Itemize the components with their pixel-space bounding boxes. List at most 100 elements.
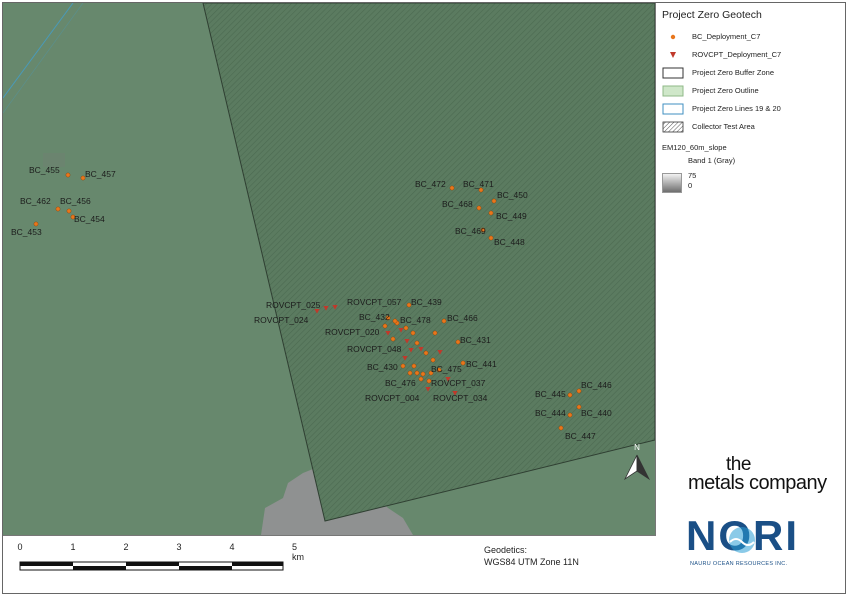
bc-deployment-marker[interactable]: [410, 330, 416, 336]
bc-deployment-marker[interactable]: [491, 198, 497, 204]
bc-deployment-marker[interactable]: [449, 185, 455, 191]
bc-deployment-marker[interactable]: [488, 235, 494, 241]
station-label-bc-466: BC_466: [447, 313, 478, 323]
rovcpt-deployment-marker[interactable]: [398, 328, 404, 333]
triangle-marker-icon: [670, 52, 676, 58]
rovcpt-deployment-marker[interactable]: [408, 348, 414, 353]
scale-label-4: 4: [229, 542, 235, 552]
rovcpt-deployment-marker[interactable]: [437, 350, 443, 355]
metals-company-logo: the metals company: [684, 454, 844, 509]
legend-item-rovcpt-deployment: ROVCPT_Deployment_C7: [662, 49, 842, 63]
station-label-bc-456: BC_456: [60, 196, 91, 206]
raster-band-label: Band 1 (Gray): [688, 156, 736, 165]
station-label-rovcpt-024: ROVCPT_024: [254, 315, 309, 325]
legend-item-collector-test-area: Collector Test Area: [662, 121, 842, 135]
outline-square-icon: [662, 67, 684, 79]
bc-deployment-marker[interactable]: [567, 392, 573, 398]
bc-deployment-marker[interactable]: [558, 425, 564, 431]
station-label-bc-450: BC_450: [497, 190, 528, 200]
station-label-bc-441: BC_441: [466, 359, 497, 369]
bc-deployment-marker[interactable]: [430, 357, 436, 363]
logo-text-the: the: [726, 454, 751, 475]
bc-deployment-marker[interactable]: [567, 412, 573, 418]
bc-deployment-marker[interactable]: [488, 210, 494, 216]
bc-deployment-marker[interactable]: [80, 175, 86, 181]
station-label-bc-468: BC_468: [442, 199, 473, 209]
bc-deployment-marker[interactable]: [478, 187, 484, 193]
station-label-bc-454: BC_454: [74, 214, 105, 224]
bc-deployment-marker[interactable]: [382, 323, 388, 329]
bc-deployment-marker[interactable]: [418, 376, 424, 382]
logo-text-metals-company: metals company: [688, 472, 827, 494]
rovcpt-deployment-marker[interactable]: [385, 331, 391, 336]
scale-label-3: 3: [176, 542, 182, 552]
bc-deployment-marker[interactable]: [414, 370, 420, 376]
bc-deployment-marker[interactable]: [400, 363, 406, 369]
bc-deployment-marker[interactable]: [576, 388, 582, 394]
rovcpt-deployment-marker[interactable]: [404, 339, 410, 344]
station-label-bc-476: BC_476: [385, 378, 416, 388]
geodetics-crs: WGS84 UTM Zone 11N: [484, 557, 579, 567]
bc-deployment-marker[interactable]: [476, 205, 482, 211]
bc-deployment-marker[interactable]: [420, 371, 426, 377]
bc-deployment-marker[interactable]: [411, 363, 417, 369]
station-label-bc-444: BC_444: [535, 408, 566, 418]
legend-item-label: Project Zero Outline: [692, 86, 759, 95]
scale-label-1: 1: [70, 542, 76, 552]
bc-deployment-marker[interactable]: [432, 330, 438, 336]
station-label-bc-469: BC_469: [455, 226, 486, 236]
legend-item-outline: Project Zero Outline: [662, 85, 842, 99]
geodetics-block: Geodetics: WGS84 UTM Zone 11N: [484, 544, 579, 568]
deployment-markers: [33, 172, 582, 431]
bc-deployment-marker[interactable]: [460, 360, 466, 366]
rovcpt-deployment-marker[interactable]: [445, 377, 451, 382]
project-zero-lines: [3, 3, 84, 114]
bc-deployment-marker[interactable]: [406, 302, 412, 308]
station-label-bc-432: BC_432: [359, 312, 390, 322]
legend-item-label: ROVCPT_Deployment_C7: [692, 50, 782, 59]
bc-deployment-marker[interactable]: [426, 378, 432, 384]
bc-deployment-marker[interactable]: [392, 318, 398, 324]
bc-deployment-marker[interactable]: [441, 318, 447, 324]
bc-deployment-marker[interactable]: [33, 221, 39, 227]
bc-deployment-marker[interactable]: [576, 404, 582, 410]
bc-deployment-marker[interactable]: [65, 172, 71, 178]
rovcpt-deployment-marker[interactable]: [402, 356, 408, 361]
rovcpt-deployment-marker[interactable]: [418, 347, 424, 352]
bc-deployment-marker[interactable]: [428, 370, 434, 376]
bc-deployment-marker[interactable]: [423, 350, 429, 356]
scale-label-0: 0: [17, 542, 23, 552]
station-label-rovcpt-025: ROVCPT_025: [266, 300, 321, 310]
rovcpt-deployment-marker[interactable]: [332, 305, 338, 310]
north-label: N: [634, 443, 640, 452]
rovcpt-deployment-marker[interactable]: [314, 309, 320, 314]
bc-deployment-marker[interactable]: [436, 367, 442, 373]
bc-deployment-marker[interactable]: [403, 325, 409, 331]
station-label-bc-430: BC_430: [367, 362, 398, 372]
bc-deployment-marker[interactable]: [66, 208, 72, 214]
bc-deployment-marker[interactable]: [385, 315, 391, 321]
rovcpt-deployment-marker[interactable]: [452, 391, 458, 396]
station-label-rovcpt-020: ROVCPT_020: [325, 327, 380, 337]
scale-bar-segments: [19, 561, 284, 571]
nori-subtitle: NAURU OCEAN RESOURCES INC.: [690, 561, 788, 567]
bc-deployment-marker[interactable]: [455, 339, 461, 345]
bc-deployment-marker[interactable]: [70, 214, 76, 220]
rovcpt-deployment-marker[interactable]: [425, 387, 431, 392]
station-label-bc-472: BC_472: [415, 179, 446, 189]
bc-deployment-marker[interactable]: [390, 336, 396, 342]
bc-deployment-marker[interactable]: [480, 227, 486, 233]
legend-panel: Project Zero Geotech BC_Deployment_C7 RO…: [656, 3, 844, 273]
station-label-rovcpt-004: ROVCPT_004: [365, 393, 420, 403]
bc-deployment-marker[interactable]: [407, 370, 413, 376]
bc-deployment-marker[interactable]: [414, 340, 420, 346]
bc-deployment-marker[interactable]: [55, 206, 61, 212]
legend-item-label: Collector Test Area: [692, 122, 755, 131]
hatched-square-icon: [662, 121, 684, 133]
station-label-bc-431: BC_431: [460, 335, 491, 345]
map-canvas[interactable]: N BC_455 BC_457 BC_462 BC_456 BC_454 BC_453 BC…: [3, 3, 656, 536]
legend-item-bc-deployment: BC_Deployment_C7: [662, 31, 842, 45]
geodetics-heading: Geodetics:: [484, 545, 528, 555]
rovcpt-deployment-marker[interactable]: [323, 306, 329, 311]
